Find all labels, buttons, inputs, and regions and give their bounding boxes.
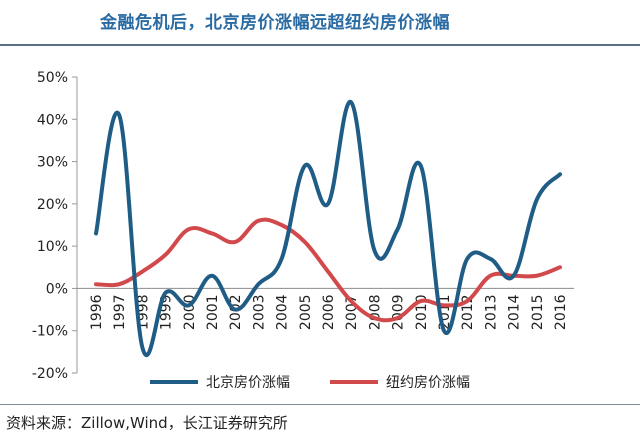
title-divider — [0, 44, 640, 46]
legend: 北京房价涨幅 纽约房价涨幅 — [150, 375, 470, 391]
legend-item-newyork-label: 纽约房价涨幅 — [386, 375, 470, 391]
x-tick-label: 2001 — [205, 294, 221, 330]
line-chart: -20%-10%0%10%20%30%40%50% 1996 1997 1998 19… — [32, 70, 574, 391]
x-tick-label: 2009 — [391, 294, 407, 330]
x-tick-label: 2008 — [367, 294, 383, 330]
x-tick-label: 2014 — [507, 294, 523, 330]
x-tick-label: 2003 — [251, 294, 267, 330]
y-tick-label: 40% — [37, 112, 68, 128]
y-tick-label: 30% — [37, 155, 68, 171]
y-tick-label: 10% — [37, 239, 68, 255]
x-tick-label: 2015 — [530, 294, 546, 330]
y-axis: -20% -10% 0% 10% 20% 30% 40% 50% — [32, 70, 78, 382]
y-tick-label: -10% — [32, 324, 68, 340]
source-divider — [0, 404, 640, 405]
x-tick-label: 2006 — [321, 294, 337, 330]
y-tick-label: 0% — [46, 281, 68, 297]
x-tick-label: 2004 — [275, 294, 291, 330]
x-tick-label: 1997 — [112, 294, 128, 330]
legend-item-beijing-label: 北京房价涨幅 — [206, 375, 290, 391]
x-tick-label: 2013 — [483, 294, 499, 330]
x-tick-label: 2016 — [553, 294, 569, 330]
y-tick-label: 50% — [37, 70, 68, 86]
series-line-newyork — [94, 217, 562, 323]
y-tick-label: 20% — [37, 197, 68, 213]
series-lines — [94, 100, 562, 358]
y-tick-label: -20% — [32, 366, 68, 382]
x-tick-label: 2005 — [298, 294, 314, 330]
source-note: 资料来源：Zillow,Wind，长江证券研究所 — [6, 414, 288, 432]
series-line-beijing — [94, 100, 562, 358]
chart-title: 金融危机后，北京房价涨幅远超纽约房价涨幅 — [100, 13, 450, 33]
x-axis: 1996 1997 1998 1999 2000 2001 2002 2003 2004 2005… — [77, 287, 574, 330]
x-tick-label: 2002 — [228, 294, 244, 330]
x-tick-label: 1996 — [89, 294, 105, 330]
